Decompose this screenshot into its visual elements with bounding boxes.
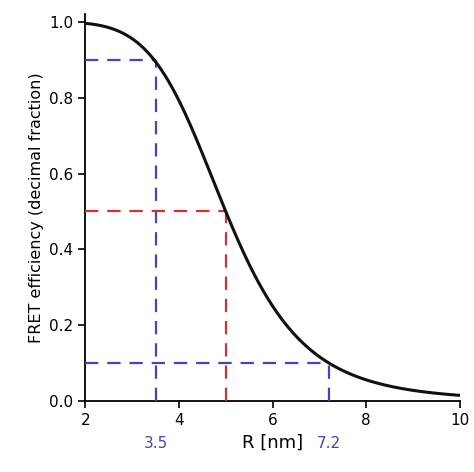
Text: 7.2: 7.2 xyxy=(317,436,341,451)
Text: 3.5: 3.5 xyxy=(144,436,168,451)
X-axis label: R [nm]: R [nm] xyxy=(242,434,303,452)
Y-axis label: FRET efficiency (decimal fraction): FRET efficiency (decimal fraction) xyxy=(29,72,44,343)
